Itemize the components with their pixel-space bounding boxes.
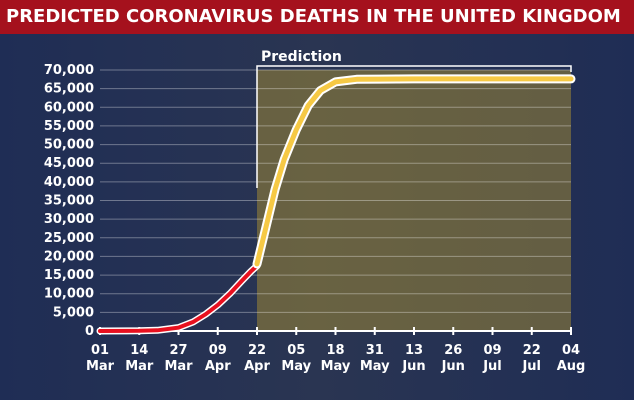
- y-tick-label: 20,000: [44, 249, 94, 264]
- x-tick-day: 04: [562, 343, 580, 358]
- y-tick-label: 25,000: [44, 231, 94, 246]
- x-tick-day: 18: [326, 343, 344, 358]
- x-tick-month: Apr: [244, 359, 270, 374]
- y-tick-label: 40,000: [44, 175, 94, 190]
- x-tick-month: Aug: [557, 359, 586, 374]
- x-tick-day: 22: [523, 343, 541, 358]
- x-tick-day: 22: [248, 343, 266, 358]
- chart-title: PREDICTED CORONAVIRUS DEATHS IN THE UNIT…: [0, 0, 634, 34]
- x-tick-day: 01: [91, 343, 109, 358]
- x-tick-month: Mar: [86, 359, 115, 374]
- x-tick-day: 09: [483, 343, 501, 358]
- x-tick-day: 27: [169, 343, 187, 358]
- x-tick-day: 05: [287, 343, 305, 358]
- y-tick-label: 30,000: [44, 212, 94, 227]
- x-tick-month: May: [281, 359, 311, 374]
- x-tick-day: 13: [405, 343, 423, 358]
- prediction-label: Prediction: [261, 49, 342, 65]
- x-tick-day: 09: [209, 343, 227, 358]
- y-tick-label: 70,000: [44, 63, 94, 78]
- x-tick-month: Mar: [164, 359, 193, 374]
- prediction-region: [257, 70, 571, 331]
- x-tick-month: Jul: [482, 359, 502, 374]
- y-tick-label: 60,000: [44, 100, 94, 115]
- actual-line: [98, 263, 259, 333]
- y-tick-label: 50,000: [44, 138, 94, 153]
- x-tick-month: May: [321, 359, 351, 374]
- x-tick-month: May: [360, 359, 390, 374]
- y-tick-label: 55,000: [44, 119, 94, 134]
- x-tick-day: 14: [130, 343, 148, 358]
- x-tick-month: Mar: [125, 359, 154, 374]
- x-tick-day: 26: [444, 343, 462, 358]
- y-tick-label: 10,000: [44, 287, 94, 302]
- y-tick-label: 45,000: [44, 156, 94, 171]
- y-tick-label: 35,000: [44, 194, 94, 209]
- y-tick-label: 5,000: [53, 305, 94, 320]
- x-tick-month: Jul: [521, 359, 541, 374]
- prediction-line: [254, 76, 574, 267]
- x-tick-month: Jun: [401, 359, 425, 374]
- x-tick-day: 31: [366, 343, 384, 358]
- x-tick-month: Jun: [441, 359, 465, 374]
- y-tick-label: 15,000: [44, 268, 94, 283]
- x-tick-month: Apr: [205, 359, 231, 374]
- y-tick-label: 0: [85, 324, 94, 339]
- prediction-bracket: [256, 65, 572, 188]
- y-tick-label: 65,000: [44, 82, 94, 97]
